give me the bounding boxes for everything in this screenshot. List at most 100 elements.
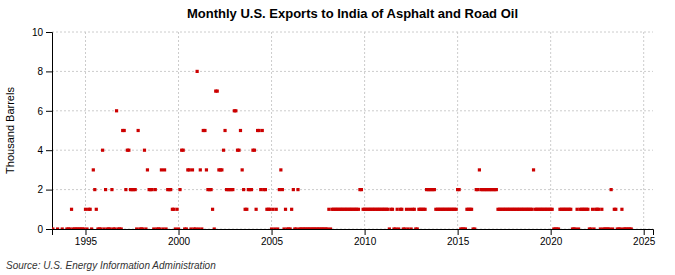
point [292, 188, 295, 191]
point [70, 208, 73, 211]
point [223, 129, 226, 132]
point [89, 208, 92, 211]
point [216, 90, 219, 93]
point [99, 227, 102, 229]
point [476, 188, 479, 191]
point [329, 227, 332, 229]
point [253, 149, 256, 152]
point [124, 188, 127, 191]
point [56, 227, 59, 229]
tick-mark [644, 229, 645, 235]
point [591, 208, 594, 211]
point [146, 168, 149, 171]
grid-line [457, 32, 458, 229]
point [289, 227, 292, 229]
tick-label: 2015 [447, 236, 470, 247]
point [279, 168, 282, 171]
point [178, 188, 181, 191]
tick-mark [551, 229, 552, 235]
point [109, 227, 112, 229]
tick-label: 2000 [168, 236, 191, 247]
point [532, 168, 535, 171]
tick-mark [46, 150, 52, 151]
point [597, 208, 600, 211]
tick-mark [458, 229, 459, 235]
point [163, 168, 166, 171]
point [357, 208, 360, 211]
point [134, 188, 137, 191]
tick: 2010 [354, 229, 377, 247]
tick-label: 10 [32, 27, 44, 38]
tick: 2 [37, 184, 52, 195]
point [273, 227, 276, 229]
point [242, 188, 245, 191]
point [575, 208, 578, 211]
point [619, 227, 622, 229]
tick-label: 1995 [75, 236, 98, 247]
grid-line [52, 32, 653, 33]
point [470, 208, 473, 211]
point [85, 227, 88, 229]
grid-line [85, 32, 86, 229]
tick-mark [46, 32, 52, 33]
point [416, 227, 419, 229]
point [161, 227, 164, 229]
point [115, 109, 118, 112]
point [169, 188, 172, 191]
tick-mark [46, 111, 52, 112]
grid-line [52, 71, 653, 72]
y-axis: 0246810 [32, 27, 53, 235]
point [222, 149, 225, 152]
tick-label: 0 [37, 224, 43, 235]
point [127, 149, 130, 152]
point [203, 129, 206, 132]
point [551, 208, 554, 211]
point [388, 227, 391, 229]
point [610, 188, 613, 191]
point [455, 208, 458, 211]
point [144, 227, 147, 229]
point [478, 168, 481, 171]
point [197, 227, 200, 229]
point [185, 227, 188, 229]
point [152, 227, 155, 229]
point [196, 70, 199, 73]
point [52, 227, 55, 229]
point [123, 129, 126, 132]
point [211, 208, 214, 211]
grid-line [52, 189, 653, 190]
point [268, 208, 271, 211]
grid-line [52, 110, 653, 111]
point [239, 129, 242, 132]
point [391, 208, 394, 211]
grid-line [178, 32, 179, 229]
point [397, 227, 400, 229]
point [284, 208, 287, 211]
point [255, 208, 258, 211]
tick-mark [272, 229, 273, 235]
tick-label: 8 [37, 66, 43, 77]
point [611, 227, 614, 229]
point [403, 227, 406, 229]
point [102, 227, 105, 229]
point [158, 227, 161, 229]
point [234, 109, 237, 112]
x-axis: 1995200020052010201520202025 [53, 229, 656, 247]
tick-label: 2 [37, 184, 43, 195]
point [270, 227, 273, 229]
point [93, 188, 96, 191]
point [191, 168, 194, 171]
point [261, 129, 264, 132]
tick-label: 2005 [261, 236, 284, 247]
grid [52, 32, 653, 229]
annotation: Source: U.S. Energy Information Administ… [6, 260, 216, 271]
tick: 8 [37, 66, 52, 77]
point [188, 168, 191, 171]
point [259, 188, 262, 191]
tick: 2025 [633, 229, 656, 247]
tick: 6 [37, 106, 52, 117]
point [630, 227, 633, 229]
point [400, 208, 403, 211]
point [276, 227, 279, 229]
point [290, 208, 293, 211]
